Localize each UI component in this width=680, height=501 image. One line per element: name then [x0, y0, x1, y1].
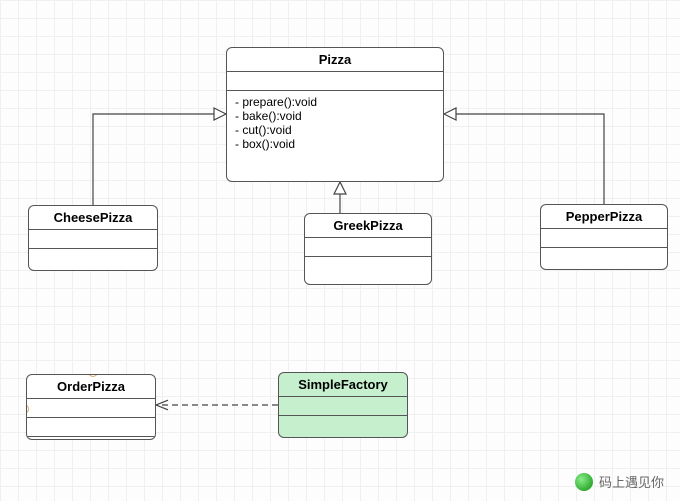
method: - prepare():void: [235, 95, 435, 109]
class-cheese-pizza[interactable]: CheesePizza: [28, 205, 158, 271]
wechat-icon: [575, 473, 593, 491]
class-methods: [27, 418, 155, 437]
class-title: SimpleFactory: [279, 373, 407, 397]
class-attributes: [541, 229, 667, 248]
class-methods: [305, 257, 431, 275]
watermark: 码上遇见你: [575, 472, 664, 491]
class-greek-pizza[interactable]: GreekPizza: [304, 213, 432, 285]
class-title: GreekPizza: [305, 214, 431, 238]
class-order-pizza[interactable]: OrderPizza: [26, 374, 156, 440]
class-methods: [29, 249, 157, 267]
method: - bake():void: [235, 109, 435, 123]
class-methods: - prepare():void - bake():void - cut():v…: [227, 91, 443, 155]
watermark-text: 码上遇见你: [599, 472, 664, 491]
class-methods: [279, 416, 407, 434]
class-pepper-pizza[interactable]: PepperPizza: [540, 204, 668, 270]
class-methods: [541, 248, 667, 266]
method: - cut():void: [235, 123, 435, 137]
class-title: OrderPizza: [27, 375, 155, 399]
method: - box():void: [235, 137, 435, 151]
class-attributes: [27, 399, 155, 418]
class-attributes: [305, 238, 431, 257]
class-pizza[interactable]: Pizza - prepare():void - bake():void - c…: [226, 47, 444, 182]
class-simple-factory[interactable]: SimpleFactory: [278, 372, 408, 438]
class-attributes: [227, 72, 443, 91]
class-title: Pizza: [227, 48, 443, 72]
class-title: PepperPizza: [541, 205, 667, 229]
class-attributes: [29, 230, 157, 249]
class-title: CheesePizza: [29, 206, 157, 230]
class-attributes: [279, 397, 407, 416]
